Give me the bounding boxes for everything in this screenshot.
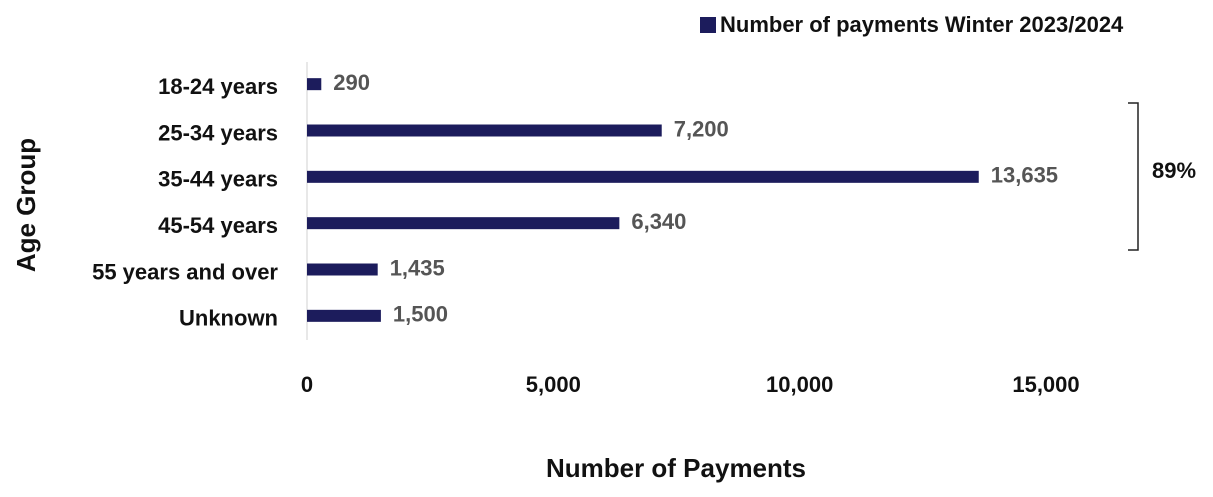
y-tick-label: 25-34 years — [158, 120, 278, 145]
x-tick-label: 0 — [301, 372, 313, 397]
bar — [307, 217, 620, 230]
y-tick-label: 55 years and over — [92, 259, 278, 284]
bar — [307, 78, 322, 91]
x-axis-title: Number of Payments — [546, 453, 806, 483]
legend-label: Number of payments Winter 2023/2024 — [720, 12, 1124, 37]
bar — [307, 124, 662, 137]
y-tick-label: 45-54 years — [158, 213, 278, 238]
annotation: 89% — [1152, 158, 1196, 183]
bar — [307, 263, 378, 276]
value-label: 290 — [333, 70, 370, 95]
y-tick-label: 18-24 years — [158, 74, 278, 99]
value-label: 6,340 — [631, 209, 686, 234]
value-label: 13,635 — [991, 163, 1058, 188]
legend-swatch — [700, 17, 716, 33]
value-label: 7,200 — [674, 116, 729, 141]
value-label: 1,500 — [393, 302, 448, 327]
y-tick-label: Unknown — [179, 306, 278, 331]
y-axis-title: Age Group — [11, 138, 41, 272]
x-tick-label: 10,000 — [766, 372, 833, 397]
y-tick-label: 35-44 years — [158, 167, 278, 192]
bar — [307, 309, 381, 322]
value-label: 1,435 — [390, 255, 445, 280]
x-tick-label: 5,000 — [526, 372, 581, 397]
x-tick-label: 15,000 — [1012, 372, 1079, 397]
bar — [307, 170, 979, 183]
bracket — [1128, 102, 1139, 251]
